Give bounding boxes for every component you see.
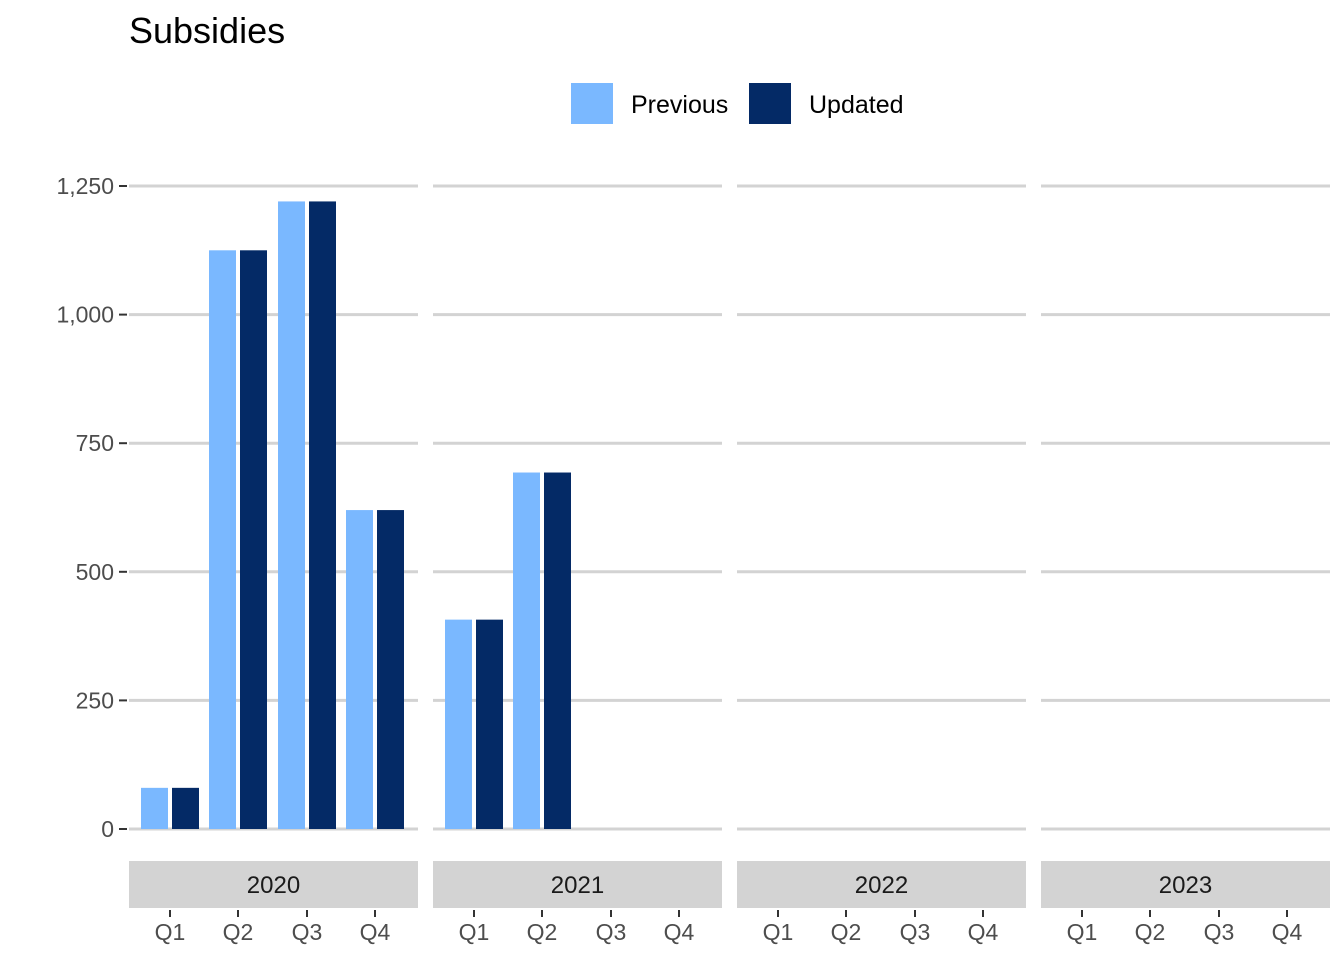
x-tick-label: Q3 [900,919,931,945]
x-tick-label: Q2 [831,919,862,945]
x-tick-label: Q2 [1135,919,1166,945]
x-tick-label: Q1 [763,919,794,945]
bar-previous-2020-q4 [346,510,373,829]
x-tick-label: Q4 [968,919,999,945]
x-tick-label: Q1 [155,919,186,945]
facet-strip-label: 2021 [551,872,604,899]
facet-strip-label: 2023 [1159,872,1212,899]
y-tick-label: 0 [101,816,114,842]
y-tick-label: 1,000 [56,302,114,328]
bar-previous-2020-q3 [278,201,305,829]
y-tick-label: 500 [76,559,114,585]
legend-key-updated [749,83,791,124]
bar-updated-2020-q1 [172,787,199,829]
bar-updated-2021-q1 [476,619,503,829]
legend-key-previous [571,83,613,124]
y-tick-label: 1,250 [56,173,114,199]
facet-strips: 2020 2021 2022 2023 [129,861,1330,908]
bar-previous-2020-q1 [141,787,168,829]
y-axis: 0 250 500 750 1,000 1,250 [56,173,127,842]
x-tick-label: Q2 [223,919,254,945]
x-tick-label: Q3 [1204,919,1235,945]
facet-strip-label: 2022 [855,872,908,899]
x-tick-label: Q1 [459,919,490,945]
legend: Previous Updated [571,83,904,124]
bar-previous-2021-q1 [445,619,472,829]
bar-updated-2020-q3 [309,201,336,829]
gridlines [129,184,1330,831]
x-tick-label: Q4 [1272,919,1303,945]
legend-label-updated: Updated [809,91,904,119]
x-tick-label: Q4 [360,919,391,945]
x-tick-label: Q1 [1067,919,1098,945]
x-tick-label: Q3 [292,919,323,945]
bars [141,201,571,830]
bar-previous-2020-q2 [209,250,236,830]
bar-previous-2021-q2 [513,472,540,829]
bar-updated-2020-q4 [377,510,404,829]
y-tick-label: 250 [76,687,114,713]
x-tick-label: Q4 [664,919,695,945]
x-axis: Q1 Q2 Q3 Q4 Q1 Q2 Q3 Q4 Q1 Q2 Q3 Q4 Q1 Q2 Q3 Q4 [155,910,1303,945]
bar-updated-2021-q2 [544,472,571,829]
y-tick-label: 750 [76,430,114,456]
facet-strip [1041,861,1330,908]
x-tick-label: Q3 [596,919,627,945]
legend-label-previous: Previous [631,91,728,119]
facet-strip [737,861,1026,908]
facet-strip-label: 2020 [247,872,300,899]
facet-strip [433,861,722,908]
facet-strip [129,861,418,908]
chart-title: Subsidies [129,10,285,51]
bar-updated-2020-q2 [240,250,267,830]
x-tick-label: Q2 [527,919,558,945]
